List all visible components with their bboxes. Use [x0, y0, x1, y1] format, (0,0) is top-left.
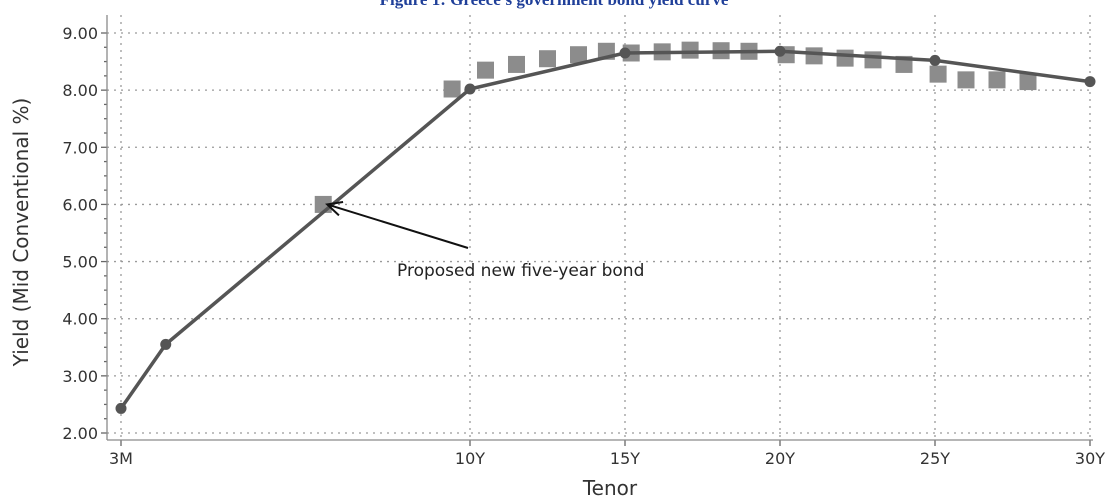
yield-curve-point: [115, 402, 127, 414]
annotation-arrow-head: [325, 201, 344, 217]
annotation-arrow-shaft: [326, 203, 469, 249]
bond-square-marker: [1019, 73, 1037, 91]
bond-square-marker: [508, 55, 525, 73]
bond-square-marker: [681, 41, 699, 59]
yield-curve-point: [464, 83, 476, 95]
chart-title: Figure 1: Greece's government bond yield…: [380, 0, 729, 9]
yield-curve-point: [1084, 76, 1096, 88]
y-axis-label: Yield (Mid Conventional %): [9, 98, 33, 368]
y-tick-label: 5.00: [62, 253, 98, 272]
x-tick-label: 15Y: [610, 449, 640, 468]
bond-square-marker: [988, 71, 1006, 89]
bond-square-marker: [805, 47, 823, 65]
y-tick-label: 7.00: [62, 138, 98, 157]
bond-square-marker: [570, 46, 587, 64]
axes: 2.00 3.00 4.00 5.00 6.00 7.00 8.00 9.00 3M 10Y 15Y…: [62, 15, 1105, 468]
bond-square-marker: [836, 49, 854, 67]
y-tick-label: 9.00: [62, 24, 98, 43]
x-tick-label: 3M: [109, 449, 133, 468]
bond-square-marker: [477, 61, 494, 79]
x-tick-label: 10Y: [455, 449, 485, 468]
yield-curve-point: [774, 45, 786, 57]
y-tick-label: 8.00: [62, 81, 98, 100]
yield-curve-point: [619, 47, 631, 59]
bond-square-marker: [929, 65, 947, 83]
annotation-layer: Proposed new five-year bond: [325, 201, 644, 281]
series-layer: [115, 41, 1096, 414]
yield-curve-point: [929, 54, 941, 66]
x-tick-label: 30Y: [1075, 449, 1105, 468]
x-axis-label: Tenor: [582, 476, 638, 500]
yield-curve-point: [160, 338, 172, 350]
bond-square-marker: [443, 80, 461, 98]
bond-square-marker: [957, 71, 975, 89]
bond-square-marker: [539, 50, 556, 68]
bond-square-marker: [864, 51, 882, 69]
y-tick-label: 4.00: [62, 310, 98, 329]
x-tick-label: 25Y: [920, 449, 950, 468]
y-tick-label: 3.00: [62, 367, 98, 386]
annotation-label: Proposed new five-year bond: [397, 261, 644, 281]
y-tick-label: 6.00: [62, 195, 98, 214]
x-tick-label: 20Y: [765, 449, 795, 468]
y-tick-label: 2.00: [62, 424, 98, 443]
yield-curve-line: [119, 49, 1091, 410]
